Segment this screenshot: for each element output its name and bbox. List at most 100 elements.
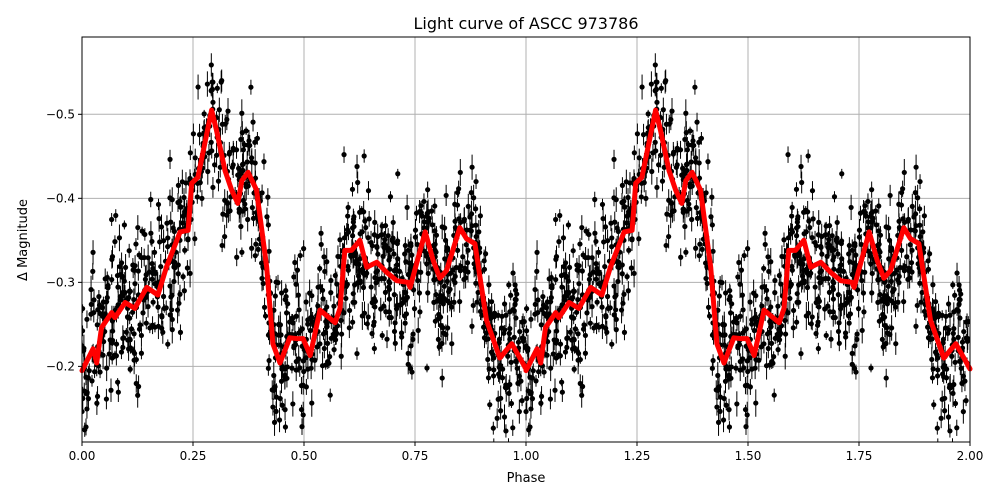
observation-point [631, 175, 637, 182]
observation-point [838, 238, 845, 244]
observation-point [291, 344, 297, 351]
observation-point [749, 317, 755, 323]
observation-point [653, 86, 659, 92]
observation-point [174, 307, 181, 313]
observation-point [805, 310, 812, 316]
observation-point [477, 213, 483, 219]
observation-point [626, 247, 632, 253]
observation-point [318, 230, 324, 236]
observation-point [683, 249, 689, 255]
observation-point [109, 276, 115, 283]
observation-point [940, 336, 947, 342]
observation-point [589, 304, 595, 310]
observation-point [213, 152, 220, 158]
observation-point [782, 331, 789, 337]
observation-point [423, 253, 430, 259]
observation-point [327, 354, 333, 360]
observation-point [726, 366, 732, 372]
observation-point [252, 139, 258, 145]
observation-point [834, 239, 840, 245]
observation-point [614, 225, 620, 231]
observation-point [532, 301, 538, 308]
observation-point [104, 365, 110, 371]
observation-point [471, 195, 477, 201]
observation-point [405, 361, 411, 367]
observation-point [516, 409, 522, 415]
observation-point [652, 62, 658, 68]
observation-point [507, 336, 513, 342]
observation-point [893, 341, 899, 347]
observation-point [96, 293, 102, 300]
observation-point [361, 153, 367, 159]
observation-point [440, 301, 446, 307]
observation-point [123, 329, 129, 335]
observation-point [346, 307, 353, 314]
observation-point [473, 280, 479, 286]
observation-point [528, 389, 534, 396]
observation-point [813, 300, 819, 306]
y-tick-label: −0.4 [46, 191, 75, 205]
observation-point [461, 216, 467, 222]
observation-point [839, 256, 845, 262]
observation-point [115, 379, 121, 385]
observation-point [628, 265, 635, 271]
observation-point [503, 428, 509, 434]
observation-point [865, 219, 872, 225]
observation-point [338, 331, 345, 337]
observation-point [270, 404, 276, 410]
observation-point [851, 365, 858, 372]
observation-point [272, 293, 278, 299]
observation-point [819, 233, 825, 240]
observation-point [452, 280, 458, 286]
observation-point [486, 282, 492, 288]
observation-point [767, 318, 773, 325]
observation-point [344, 227, 351, 233]
observation-point [298, 383, 305, 389]
observation-point [552, 387, 558, 393]
observation-point [643, 195, 649, 201]
observation-point [282, 424, 289, 430]
observation-point [108, 387, 114, 393]
observation-point [883, 375, 889, 381]
observation-point [895, 299, 901, 305]
observation-point [745, 368, 751, 375]
observation-point [556, 239, 562, 245]
observation-point [391, 251, 397, 257]
observation-point [511, 308, 517, 314]
observation-point [892, 270, 898, 276]
observation-point [816, 304, 822, 310]
observation-point [947, 312, 953, 318]
observation-point [656, 162, 662, 168]
observation-point [442, 256, 448, 262]
observation-point [315, 284, 321, 290]
observation-point [456, 186, 462, 192]
observation-point [607, 305, 613, 311]
observation-point [960, 373, 967, 379]
observation-point [185, 236, 191, 242]
observation-point [848, 294, 854, 300]
observation-point [348, 253, 354, 259]
observation-point [395, 171, 401, 177]
observation-point [177, 198, 183, 204]
observation-point [826, 223, 833, 229]
observation-point [485, 375, 492, 381]
observation-point [208, 139, 214, 145]
observation-point [876, 318, 882, 324]
observation-point [338, 353, 344, 359]
observation-point [593, 261, 599, 267]
observation-point [426, 215, 432, 221]
observation-point [544, 299, 551, 305]
observation-point [418, 203, 424, 209]
observation-point [694, 215, 701, 221]
observation-point [781, 237, 787, 243]
observation-point [516, 373, 523, 379]
observation-point [619, 182, 626, 188]
observation-point [684, 208, 690, 214]
observation-point [939, 396, 945, 402]
observation-point [138, 254, 145, 261]
observation-point [827, 243, 833, 249]
observation-point [452, 201, 458, 207]
observation-point [790, 325, 796, 331]
x-tick-label: 1.75 [846, 449, 873, 463]
x-tick-label: 0.00 [69, 449, 96, 463]
